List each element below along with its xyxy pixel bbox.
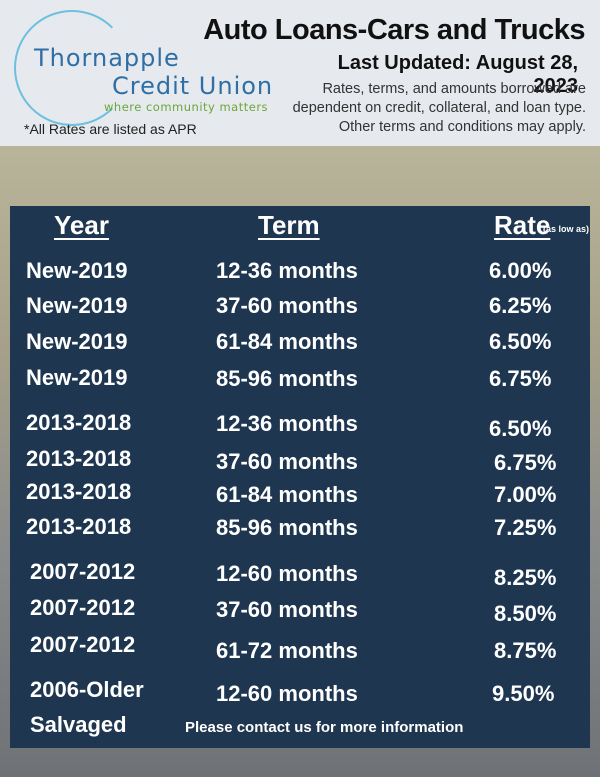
row-rate: 8.50%: [494, 601, 557, 626]
logo-name-line2: Credit Union: [112, 72, 274, 100]
disclaimer-text: Rates, terms, and amounts borrowed are d…: [292, 81, 586, 135]
row-year: New-2019: [26, 329, 128, 354]
row-term: 61-84 months: [216, 482, 358, 507]
row-rate: 6.75%: [489, 366, 552, 391]
salvaged-label: Salvaged: [30, 712, 127, 737]
header-band: Thornapple Credit Union where community …: [0, 0, 600, 146]
rates-table-panel: [10, 206, 590, 748]
row-rate: 8.75%: [494, 638, 557, 663]
apr-note: *All Rates are listed as APR: [24, 121, 197, 137]
column-header-year: Year: [54, 210, 109, 240]
row-rate: 6.75%: [494, 450, 557, 475]
row-term: 61-72 months: [216, 638, 358, 663]
last-updated: Last Updated: August 28, 2023: [337, 52, 578, 97]
row-year: 2007-2012: [30, 559, 136, 584]
page-title: Auto Loans-Cars and Trucks: [203, 14, 585, 46]
salvaged-contact-note: Please contact us for more information: [185, 719, 464, 736]
row-term: 85-96 months: [216, 366, 358, 391]
row-term: 37-60 months: [216, 597, 358, 622]
row-term: 12-36 months: [216, 411, 358, 436]
row-term: 61-84 months: [216, 329, 358, 354]
row-rate: 6.50%: [489, 416, 552, 441]
row-rate: 6.00%: [489, 258, 552, 283]
row-year: New-2019: [26, 365, 128, 390]
row-rate: 6.50%: [489, 329, 552, 354]
row-term: 85-96 months: [216, 515, 358, 540]
logo-ring: [14, 10, 130, 126]
row-year: 2007-2012: [30, 595, 136, 620]
row-term: 37-60 months: [216, 293, 358, 318]
column-header-rate: Rate: [494, 210, 551, 240]
row-year: New-2019: [26, 258, 128, 283]
row-year: New-2019: [26, 293, 128, 318]
row-year: 2013-2018: [26, 410, 132, 435]
row-year: 2013-2018: [26, 514, 132, 539]
row-year: 2013-2018: [26, 479, 132, 504]
row-year: 2013-2018: [26, 446, 132, 471]
row-year: 2007-2012: [30, 632, 136, 657]
column-header-rate-note: (as low as): [543, 224, 590, 234]
row-rate: 7.00%: [494, 482, 557, 507]
row-term: 12-36 months: [216, 258, 358, 283]
logo-tagline: where community matters: [104, 100, 269, 114]
row-rate: 8.25%: [494, 565, 557, 590]
column-header-term: Term: [258, 210, 320, 240]
row-rate: 6.25%: [489, 293, 552, 318]
row-term: 12-60 months: [216, 681, 358, 706]
logo-name-line1: Thornapple: [34, 44, 180, 72]
row-rate: 9.50%: [492, 681, 555, 706]
row-year: 2006-Older: [30, 677, 144, 702]
row-term: 12-60 months: [216, 561, 358, 586]
row-rate: 7.25%: [494, 515, 557, 540]
row-term: 37-60 months: [216, 449, 358, 474]
